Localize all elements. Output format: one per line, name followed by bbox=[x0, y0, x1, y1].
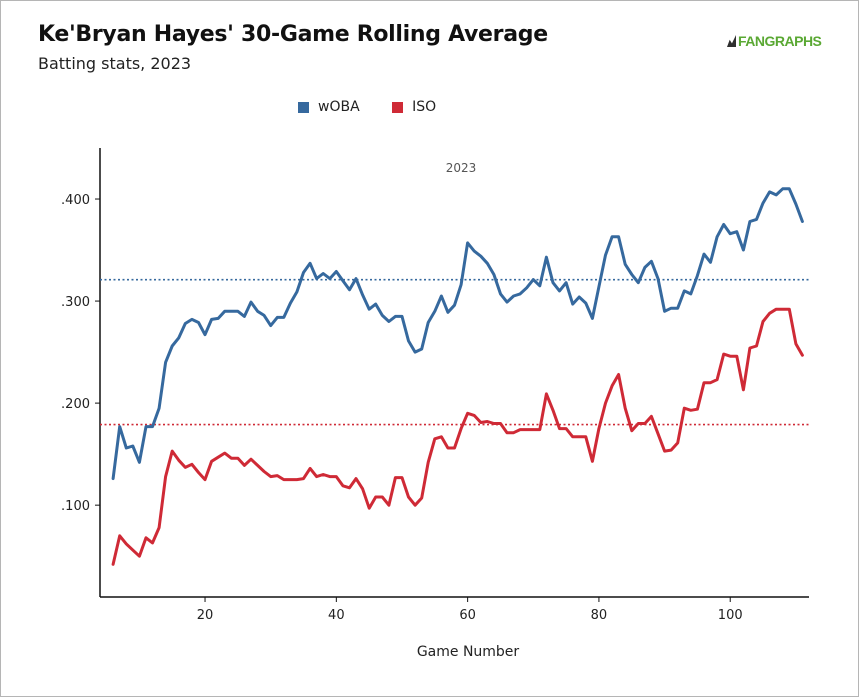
y-tick-label: .400 bbox=[61, 193, 90, 208]
legend-swatch-woba bbox=[298, 101, 309, 113]
y-ticks: .100 .200 .300 .400 bbox=[61, 193, 100, 514]
x-tick-label: 80 bbox=[591, 608, 608, 623]
x-tick-label: 100 bbox=[718, 608, 743, 623]
x-axis-label: Game Number bbox=[417, 644, 520, 660]
legend-item-woba[interactable]: wOBA bbox=[298, 99, 360, 115]
x-tick-label: 60 bbox=[459, 608, 476, 623]
chart-legend: wOBA ISO bbox=[298, 99, 464, 117]
chart-title: Ke'Bryan Hayes' 30-Game Rolling Average bbox=[38, 22, 548, 47]
fangraphs-logo-text: FANGRAPHS bbox=[738, 33, 822, 49]
y-tick-label: .100 bbox=[61, 499, 90, 514]
series-line-iso[interactable] bbox=[111, 307, 804, 566]
x-ticks: 20 40 60 80 100 bbox=[197, 597, 743, 623]
chart-subtitle: Batting stats, 2023 bbox=[38, 54, 192, 73]
y-tick-label: .300 bbox=[61, 295, 90, 310]
legend-label-iso: ISO bbox=[412, 99, 437, 115]
y-tick-label: .200 bbox=[61, 397, 90, 412]
reference-lines bbox=[100, 278, 809, 426]
legend-item-iso[interactable]: ISO bbox=[392, 99, 436, 115]
series-lines bbox=[111, 187, 804, 566]
x-tick-label: 40 bbox=[328, 608, 345, 623]
x-tick-label: 20 bbox=[197, 608, 214, 623]
series-line-woba[interactable] bbox=[111, 187, 804, 481]
fangraphs-logo[interactable]: FANGRAPHS bbox=[727, 33, 822, 49]
legend-label-woba: wOBA bbox=[318, 99, 360, 115]
legend-swatch-iso bbox=[392, 101, 404, 113]
year-annotation: 2023 bbox=[446, 161, 477, 175]
